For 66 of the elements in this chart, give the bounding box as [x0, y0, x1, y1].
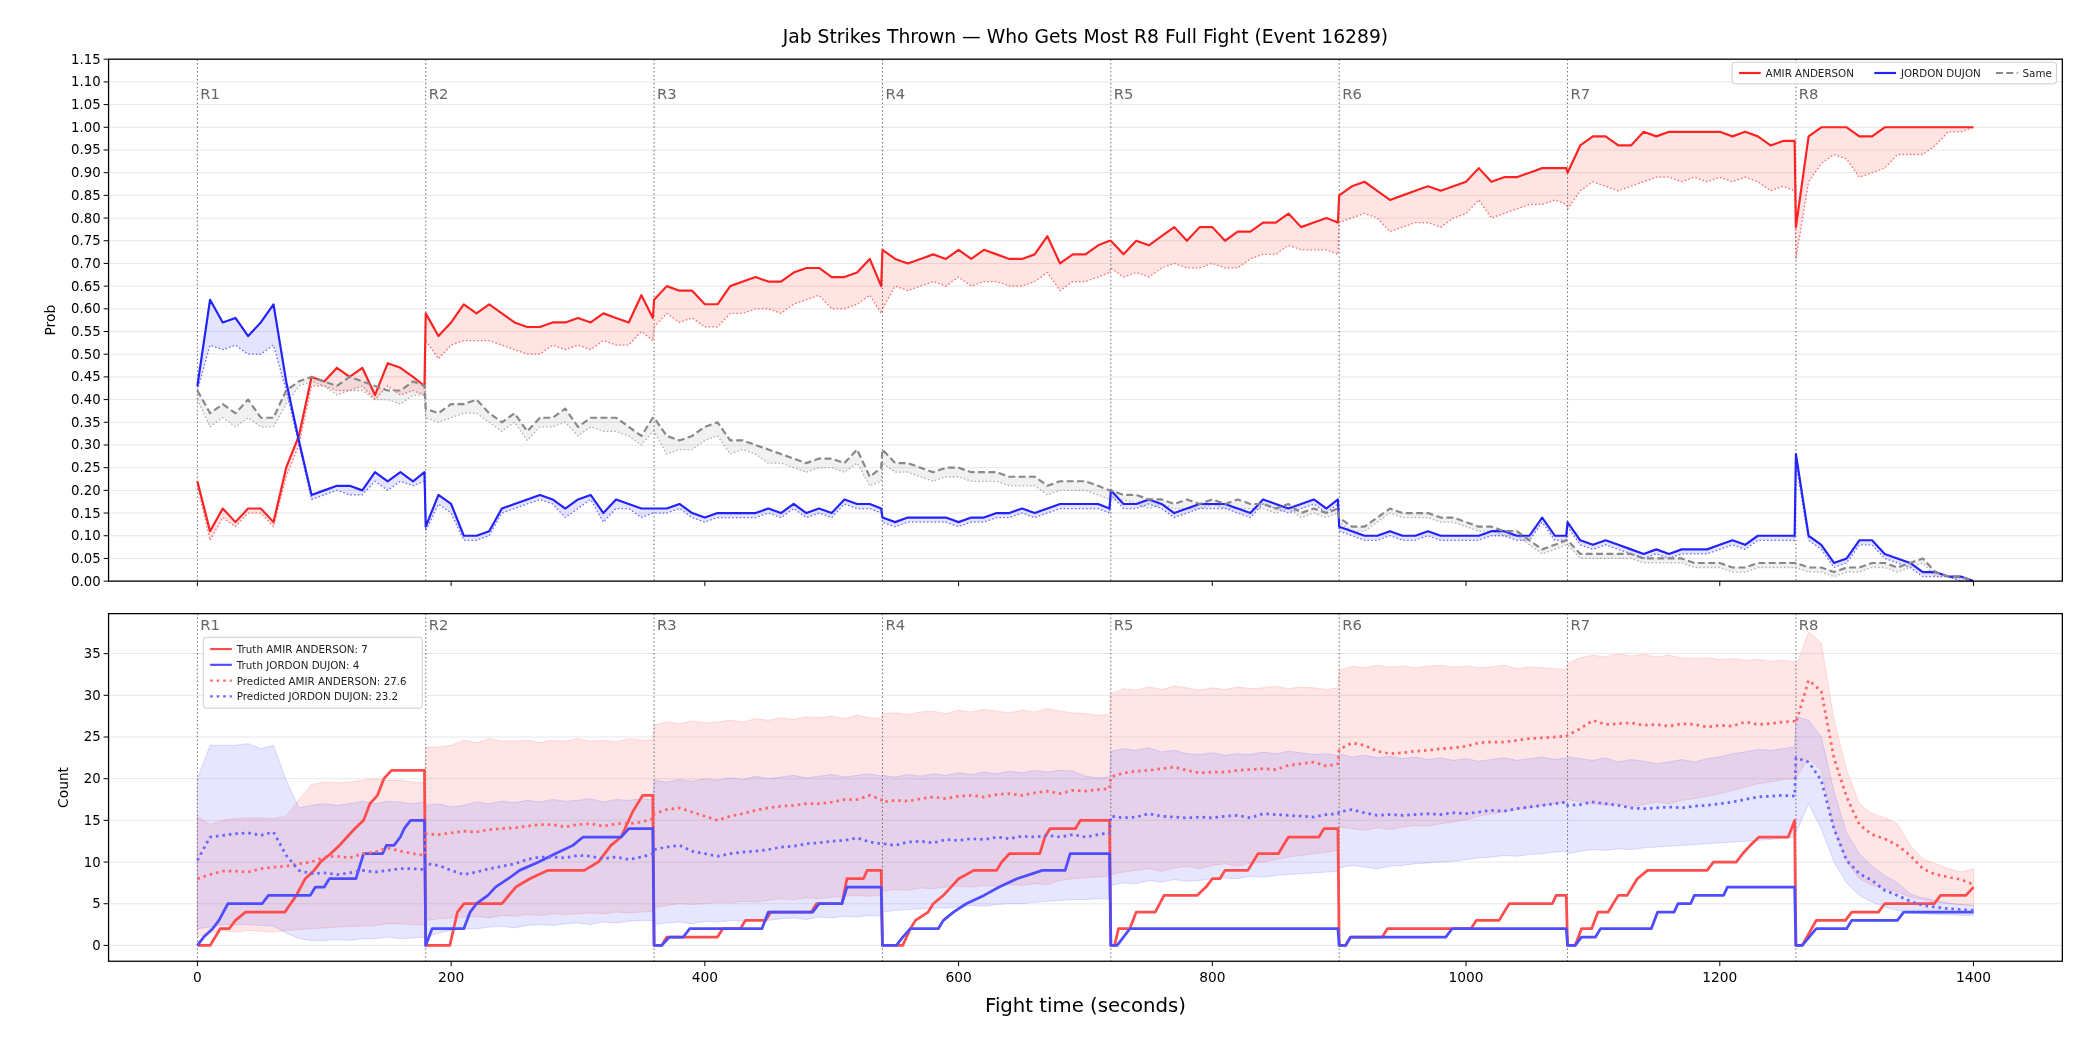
x-tick-label: 400: [691, 968, 718, 985]
ref-line-label: R2: [428, 84, 449, 102]
y-tick-label: 0: [92, 937, 101, 953]
ref-line-label: R7: [1570, 616, 1591, 634]
ref-line-label: R4: [885, 84, 906, 102]
y-tick-label: 0.30: [71, 437, 101, 453]
y-tick-label: 0.55: [71, 324, 101, 340]
ref-line-label: R4: [885, 616, 906, 634]
y-tick-label: 0.85: [71, 187, 101, 203]
legend-label: AMIR ANDERSON: [1765, 66, 1854, 79]
x-tick-label: 200: [437, 968, 465, 985]
y-tick-label: 0.50: [71, 346, 101, 362]
ref-line-label: R3: [657, 84, 677, 102]
y-tick-label: 30: [83, 687, 101, 703]
ref-line-label: R2: [428, 616, 449, 634]
y-tick-label: 35: [83, 646, 101, 662]
y-tick-label: 1.05: [71, 97, 101, 113]
ref-line-label: R7: [1570, 84, 1591, 102]
y-tick-label: 25: [83, 729, 101, 745]
y-tick-label: 0.40: [71, 392, 101, 408]
y-tick-label: 0.70: [71, 255, 101, 271]
y-tick-label: 0.90: [71, 165, 101, 181]
ref-line-label: R5: [1113, 84, 1134, 102]
ref-line-label: R5: [1113, 616, 1134, 634]
chart-title: Jab Strikes Thrown — Who Gets Most R8 Full Fight (Event 16289): [781, 26, 1389, 48]
y-tick-label: 0.20: [71, 482, 101, 498]
x-tick-label: 1000: [1448, 968, 1484, 985]
ref-line-label: R3: [657, 616, 677, 634]
ref-line-label: R6: [1342, 84, 1362, 102]
legend-label: Same: [2022, 66, 2052, 79]
ref-line-label: R8: [1798, 84, 1819, 102]
y-tick-label: 0.65: [71, 278, 101, 294]
x-tick-label: 1200: [1702, 968, 1738, 985]
y-tick-label: 0.25: [71, 460, 101, 476]
x-axis-title: Fight time (seconds): [985, 994, 1186, 1018]
legend-label: Predicted AMIR ANDERSON: 27.6: [236, 674, 407, 687]
y-tick-label: 0.80: [71, 210, 101, 226]
y-tick-label: 1.00: [71, 119, 101, 135]
legend-label: Predicted JORDON DUJON: 23.2: [236, 690, 399, 703]
y-tick-label: 0.15: [71, 505, 101, 521]
x-tick-label: 0: [192, 968, 202, 985]
y-tick-label: 1.10: [71, 74, 101, 90]
ref-line-label: R8: [1798, 616, 1819, 634]
x-tick-label: 1400: [1956, 968, 1992, 985]
legend-label: Truth JORDON DUJON: 4: [235, 658, 360, 671]
legend-label: Truth AMIR ANDERSON: 7: [235, 643, 368, 656]
y-tick-label: 15: [83, 812, 101, 828]
y-tick-label: 5: [92, 896, 101, 912]
y-tick-label: 0.45: [71, 369, 101, 385]
y-tick-label: 1.15: [71, 51, 101, 67]
y-axis-title: Prob: [41, 304, 58, 336]
y-tick-label: 20: [83, 771, 101, 787]
ref-line-label: R6: [1342, 616, 1362, 634]
y-axis-title: Count: [54, 766, 71, 808]
y-tick-label: 0.35: [71, 414, 101, 430]
x-tick-label: 800: [1199, 968, 1226, 985]
y-tick-label: 0.60: [71, 301, 101, 317]
ref-line-label: R1: [200, 616, 220, 634]
y-tick-label: 0.00: [71, 573, 101, 589]
y-tick-label: 10: [83, 854, 101, 870]
y-tick-label: 0.10: [71, 528, 101, 544]
y-tick-label: 0.75: [71, 233, 101, 249]
legend-label: JORDON DUJON: [1899, 66, 1981, 79]
y-tick-label: 0.05: [71, 550, 101, 566]
x-tick-label: 600: [945, 968, 972, 985]
y-tick-label: 0.95: [71, 142, 101, 158]
